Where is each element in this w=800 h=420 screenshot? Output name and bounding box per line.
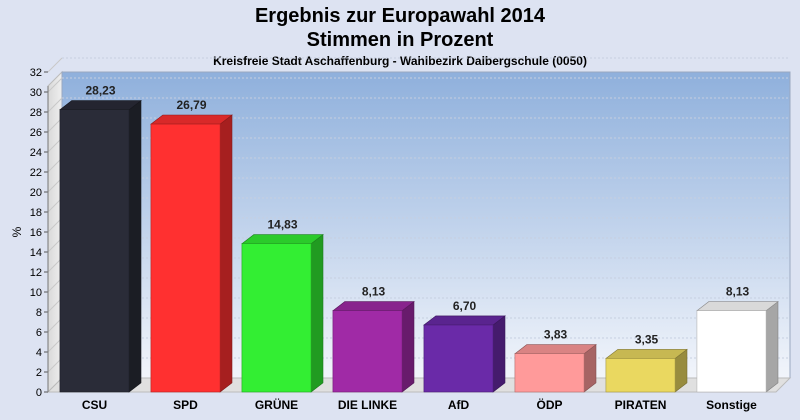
bar-afd [423,315,506,393]
chart-title: Ergebnis zur Europawahl 2014 [254,5,546,27]
bar-front [696,310,767,393]
bar-top [605,349,688,359]
y-tick-label: 20 [30,187,42,199]
gridline-side [47,77,63,93]
x-tick-label: DIE LINKE [338,398,397,412]
data-label: 28,23 [85,84,115,98]
y-tick-label: 26 [30,127,42,139]
bar-csu [59,99,142,393]
y-axis-title: % [10,226,24,237]
y-tick-label: 8 [36,307,42,319]
bar-front [332,310,403,393]
data-label: 3,35 [635,332,659,346]
y-tick-label: 10 [30,287,42,299]
y-tick-label: 12 [30,267,42,279]
bar-front [514,353,585,393]
x-tick-label: GRÜNE [255,397,298,412]
x-tick-label: PIRATEN [615,398,667,412]
data-label: 8,13 [362,285,386,299]
bar-side [765,300,779,393]
y-tick-label: 22 [30,167,42,179]
data-label: 26,79 [176,98,206,112]
bar-side [310,233,324,393]
y-tick-label: 16 [30,227,42,239]
chart-subtitle-main: Stimmen in Prozent [306,29,494,51]
data-label: 8,13 [726,285,750,299]
y-tick-label: 6 [36,327,42,339]
gridline-side [47,97,63,113]
y-tick-label: 2 [36,367,42,379]
bar-grüne [241,233,324,393]
x-tick-label: AfD [448,398,470,412]
bar-top [514,344,597,355]
data-label: 6,70 [453,299,477,313]
y-tick-label: 4 [36,347,42,359]
bar-top [241,234,324,244]
bar-top [150,114,233,125]
bar-side [219,114,233,393]
bar-side [492,315,506,393]
bar-piraten [605,348,688,393]
bar-side [401,300,415,393]
bar-top [696,301,779,312]
y-tick-label: 32 [30,67,42,79]
bar-side [128,99,142,393]
bar-sonstige [696,300,779,393]
gridline-side [47,57,63,73]
bar-top [423,315,506,326]
bar-spd [150,114,233,393]
y-tick-label: 30 [30,87,42,99]
y-tick-label: 24 [30,147,42,159]
bar-ödp [514,343,597,393]
x-tick-label: ÖDP [536,397,562,412]
bar-front [605,358,676,393]
y-tick-label: 18 [30,207,42,219]
data-label: 3,83 [544,328,568,342]
bar-front [59,109,130,393]
bar-die-linke [332,300,415,393]
data-label: 14,83 [267,218,297,232]
x-tick-label: Sonstige [706,398,757,412]
y-tick-label: 14 [30,247,42,259]
bar-front [150,123,221,393]
bar-front [423,324,494,393]
bar-front [241,243,312,393]
bar-top [59,100,142,110]
x-tick-label: SPD [173,398,198,412]
x-tick-label: CSU [82,398,107,412]
bar-top [332,301,415,312]
y-tick-label: 0 [36,387,42,399]
y-tick-label: 28 [30,107,42,119]
